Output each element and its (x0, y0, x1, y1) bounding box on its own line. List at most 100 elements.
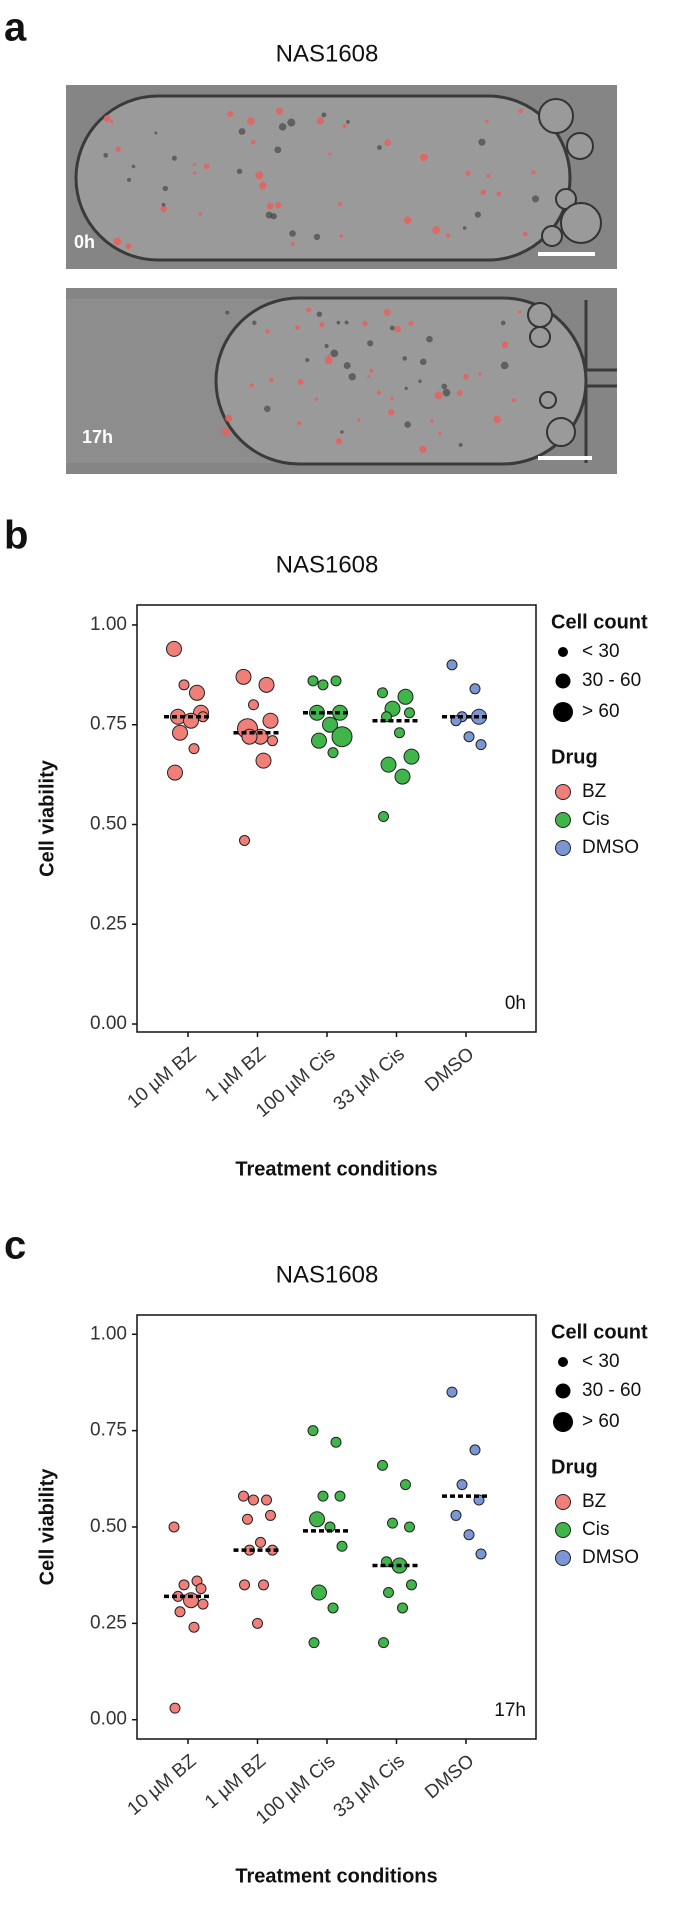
data-point (378, 811, 389, 823)
cell-dot (335, 438, 343, 445)
cell-dot (384, 139, 391, 146)
plot-frame (136, 1314, 537, 1740)
data-point (327, 747, 339, 759)
data-point (307, 675, 319, 687)
data-point (309, 1511, 325, 1528)
data-point (475, 739, 487, 751)
y-tick-label: 0.00 (90, 1013, 127, 1034)
plot-frame (136, 604, 537, 1033)
cell-dot (344, 320, 349, 325)
cell-dot (225, 414, 233, 422)
data-point (307, 1425, 319, 1437)
cell-dot (192, 163, 196, 167)
data-point (169, 1702, 181, 1714)
cell-dot (313, 233, 321, 241)
cell-dot (442, 388, 451, 397)
cell-dot (287, 118, 296, 127)
cell-dot (430, 419, 434, 423)
legend-label: > 60 (582, 1411, 620, 1432)
data-point (377, 687, 388, 699)
cell-dot (324, 343, 329, 349)
legend-size-marker (558, 647, 568, 657)
data-point (258, 1579, 269, 1591)
data-point (166, 640, 182, 657)
cell-dot (376, 390, 382, 395)
cell-dot (264, 405, 271, 413)
cell-dot (342, 124, 347, 129)
x-tick-label: 10 µM BZ (124, 1750, 201, 1820)
cell-dot (274, 146, 282, 154)
cell-dot (404, 421, 411, 428)
legend-marker (555, 784, 571, 800)
cell-dot (265, 211, 273, 219)
x-tick-label: 1 µM BZ (201, 1750, 270, 1813)
cell-dot (316, 117, 325, 125)
data-point (188, 1621, 200, 1633)
legend-label: DMSO (582, 1547, 639, 1568)
legend-label: < 30 (582, 1351, 620, 1372)
cell-dot (480, 189, 486, 195)
cell-dot (297, 379, 304, 385)
panel-label: a (4, 6, 27, 50)
cell-dot (238, 128, 246, 135)
data-point (317, 1490, 329, 1502)
cell-dot (432, 226, 441, 235)
data-point (197, 1598, 209, 1610)
cell-dot (463, 373, 469, 380)
data-point (450, 1509, 462, 1521)
data-point (377, 1459, 388, 1471)
data-point (475, 1548, 487, 1560)
data-point (446, 659, 458, 671)
data-point (189, 684, 205, 701)
data-point (394, 768, 411, 785)
cell-dot (377, 145, 382, 150)
cell-dot (306, 307, 312, 313)
data-point (178, 1579, 190, 1591)
legend-label: Cis (582, 1519, 609, 1540)
data-point (378, 1637, 389, 1649)
legend-label: Cis (582, 809, 609, 830)
cell-dot (246, 117, 255, 125)
cell-dot (458, 442, 463, 448)
micrograph-17h (66, 288, 617, 474)
cell-dot (314, 397, 319, 401)
cell-dot (115, 146, 121, 152)
y-tick-label: 0.50 (90, 814, 127, 835)
data-point (178, 679, 190, 691)
data-point (265, 1509, 276, 1521)
cell-dot (493, 415, 501, 424)
cell-dot (154, 131, 158, 135)
cell-dot (236, 168, 243, 175)
cell-dot (324, 356, 333, 365)
data-point (383, 1587, 394, 1599)
cell-dot (522, 231, 528, 237)
cell-dot (500, 361, 509, 370)
x-axis-title: Treatment conditions (235, 1865, 437, 1887)
cell-dot (337, 201, 343, 207)
x-tick-label: DMSO (421, 1751, 478, 1804)
y-tick-label: 0.25 (90, 913, 127, 934)
time-label: 0h (505, 993, 526, 1014)
cell-dot (316, 311, 323, 317)
cell-dot (518, 108, 524, 114)
chart-title: NAS1608 (276, 1261, 379, 1288)
data-point (311, 732, 327, 749)
cell-dot (251, 140, 256, 145)
cell-dot (531, 170, 536, 175)
data-point (168, 1521, 180, 1533)
cell-dot (328, 152, 332, 156)
data-point (330, 1436, 342, 1448)
y-axis-title: Cell viability (36, 759, 58, 877)
data-point (400, 1479, 411, 1491)
legend-size-marker (553, 1412, 573, 1432)
cell-dot (404, 386, 408, 390)
cell-dot (478, 372, 482, 376)
data-point (446, 1386, 458, 1398)
cell-dot (125, 243, 132, 250)
legend-marker (555, 1494, 571, 1510)
data-point (469, 683, 481, 695)
data-point (242, 1513, 253, 1525)
data-point (322, 716, 338, 733)
cell-dot (227, 111, 234, 118)
data-point (252, 1617, 263, 1629)
